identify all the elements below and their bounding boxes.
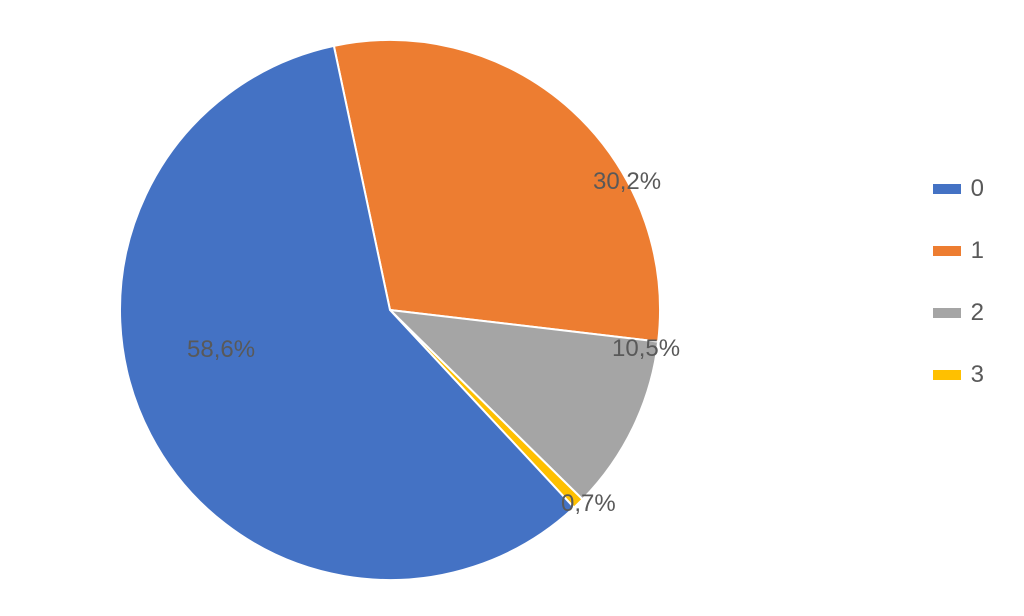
legend-label-1: 1 [971,237,984,265]
pie-chart-container: 58,6% 30,2% 10,5% 0,7% 0 1 2 3 [0,0,1024,616]
legend-item-1: 1 [933,237,984,265]
slice-label-2: 10,5% [612,335,680,363]
legend: 0 1 2 3 [933,175,984,389]
slice-label-3: 0,7% [561,490,616,518]
slice-label-0: 58,6% [187,336,255,364]
legend-item-3: 3 [933,361,984,389]
legend-label-2: 2 [971,299,984,327]
legend-swatch-2 [933,308,961,318]
legend-label-0: 0 [971,175,984,203]
legend-swatch-0 [933,184,961,194]
legend-item-0: 0 [933,175,984,203]
slice-label-1: 30,2% [593,168,661,196]
legend-swatch-3 [933,370,961,380]
legend-label-3: 3 [971,361,984,389]
legend-swatch-1 [933,246,961,256]
legend-item-2: 2 [933,299,984,327]
